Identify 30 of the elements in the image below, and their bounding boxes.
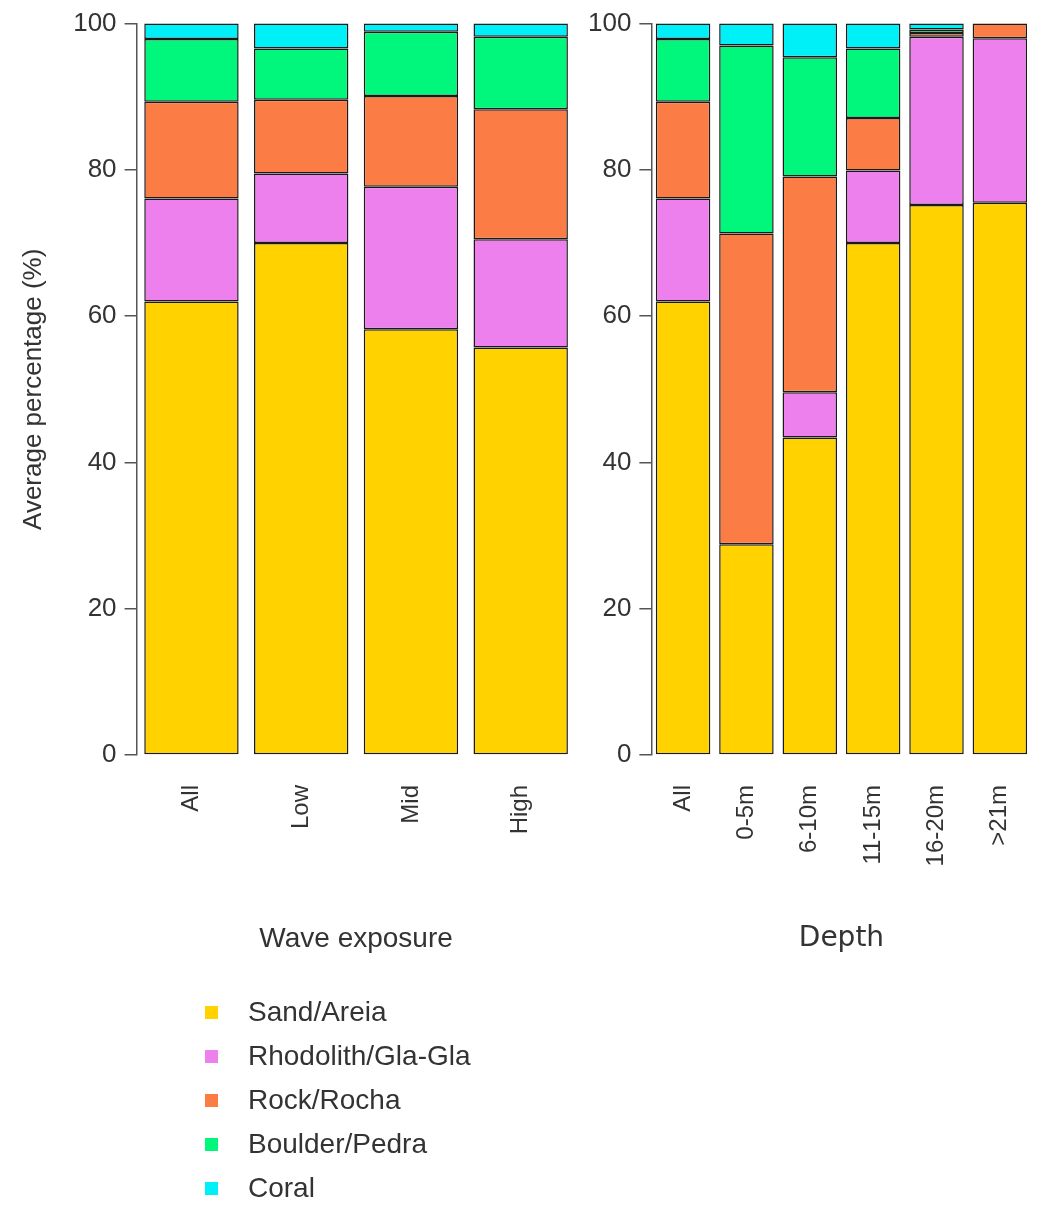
legend-label: Coral bbox=[248, 1171, 315, 1205]
x-tick-label: All bbox=[667, 785, 695, 812]
y-axis-title: Average percentage (%) bbox=[16, 248, 47, 530]
x-tick-label: Mid bbox=[395, 785, 423, 824]
y-tick-label: 100 bbox=[587, 6, 632, 37]
legend-label: Boulder/Pedra bbox=[248, 1127, 428, 1161]
x-tick-label: 11-15m bbox=[857, 785, 885, 865]
legend-label: Rhodolith/Gla-Gla bbox=[248, 1039, 471, 1073]
y-tick-label: 20 bbox=[602, 591, 632, 622]
y-tick-label: 100 bbox=[73, 6, 117, 37]
y-tick-label: 60 bbox=[602, 299, 632, 330]
x-tick-label: 6-10m bbox=[794, 785, 822, 854]
x-tick-label: Low bbox=[285, 784, 313, 830]
x-axis-title: Wave exposure bbox=[259, 921, 453, 953]
y-tick-label: 0 bbox=[102, 738, 117, 769]
x-tick-label: All bbox=[176, 785, 204, 812]
x-tick-label: 0-5m bbox=[731, 785, 759, 840]
x-tick-label: >21m bbox=[984, 785, 1012, 846]
x-tick-label: High bbox=[505, 785, 533, 835]
x-axis-title: Depth bbox=[798, 920, 885, 954]
legend-label: Sand/Areia bbox=[248, 995, 387, 1029]
y-tick-label: 40 bbox=[87, 445, 117, 476]
legend-label: Rock/Rocha bbox=[248, 1083, 401, 1117]
y-tick-label: 0 bbox=[616, 738, 632, 769]
y-tick-label: 40 bbox=[602, 445, 632, 476]
y-tick-label: 80 bbox=[602, 153, 632, 184]
y-tick-label: 60 bbox=[87, 299, 117, 330]
y-tick-label: 20 bbox=[87, 591, 117, 622]
y-tick-label: 80 bbox=[87, 153, 117, 184]
x-tick-label: 16-20m bbox=[921, 785, 949, 867]
